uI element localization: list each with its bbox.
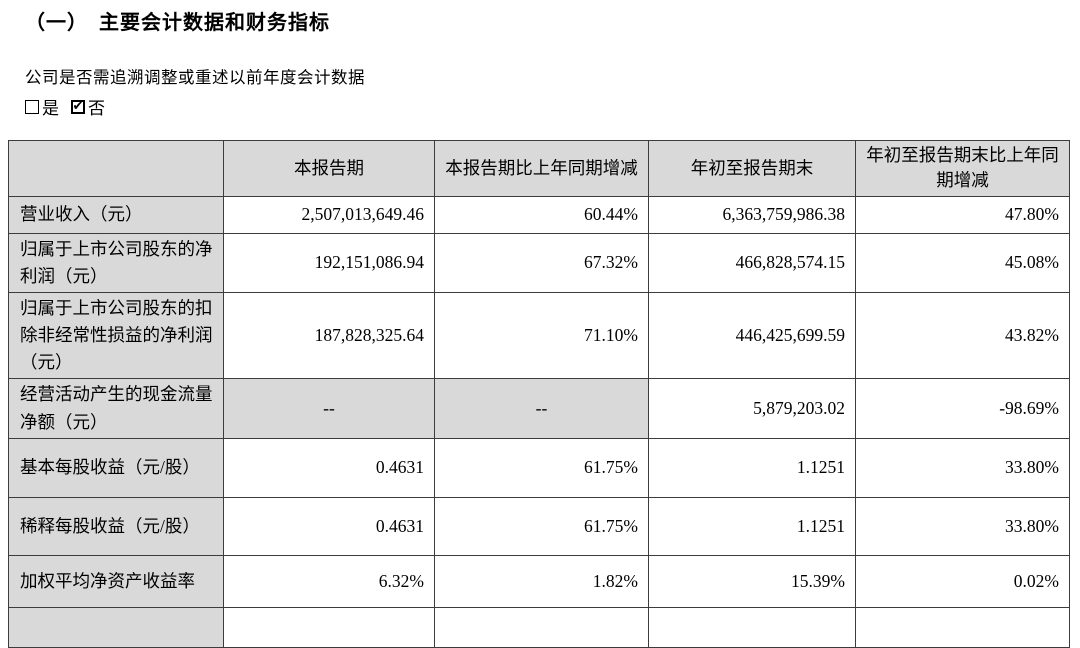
cell-value: 192,151,086.94 xyxy=(223,232,435,294)
section-title: （一） 主要会计数据和财务指标 xyxy=(25,12,330,34)
table-row-weighted-avg-roe: 加权平均净资产收益率 6.32% 1.82% 15.39% 0.02% xyxy=(8,554,1070,608)
table-row-partial xyxy=(8,606,1070,648)
row-label: 营业收入（元） xyxy=(8,195,224,234)
row-label: 稀释每股收益（元/股） xyxy=(8,496,224,556)
header-ytd-yoy: 年初至报告期末比上年同期增减 xyxy=(855,140,1070,197)
table-row-net-profit-excl-nonrecurring: 归属于上市公司股东的扣除非经常性损益的净利润（元） 187,828,325.64… xyxy=(8,291,1070,380)
cell-value: -- xyxy=(434,378,649,439)
cell-value: 33.80% xyxy=(855,437,1070,498)
cell-value: 43.82% xyxy=(855,291,1070,380)
header-ytd: 年初至报告期末 xyxy=(648,140,856,197)
cell-value: -98.69% xyxy=(855,378,1070,439)
header-blank xyxy=(8,140,224,197)
row-label: 归属于上市公司股东的扣除非经常性损益的净利润（元） xyxy=(8,291,224,380)
cell-value: 60.44% xyxy=(434,195,649,234)
cell-value: 15.39% xyxy=(648,554,856,608)
cell-value: 61.75% xyxy=(434,437,649,498)
header-current-period-yoy: 本报告期比上年同期增减 xyxy=(434,140,649,197)
cell-value: 45.08% xyxy=(855,232,1070,294)
cell-value: 71.10% xyxy=(434,291,649,380)
checkbox-yes-unchecked xyxy=(25,99,39,114)
cell-value: 1.1251 xyxy=(648,496,856,556)
cell-value: 6.32% xyxy=(223,554,435,608)
cell-value xyxy=(648,606,856,648)
table-header-row: 本报告期 本报告期比上年同期增减 年初至报告期末 年初至报告期末比上年同期增减 xyxy=(8,140,1070,197)
cell-value: 0.4631 xyxy=(223,496,435,556)
checkbox-yes-label: 是 xyxy=(42,99,59,118)
check-icon: ✔ xyxy=(72,98,84,114)
header-current-period: 本报告期 xyxy=(223,140,435,197)
cell-value: 61.75% xyxy=(434,496,649,556)
cell-value: 1.82% xyxy=(434,554,649,608)
cell-value xyxy=(855,606,1070,648)
cell-value: 0.4631 xyxy=(223,437,435,498)
cell-value: 6,363,759,986.38 xyxy=(648,195,856,234)
cell-value: 187,828,325.64 xyxy=(223,291,435,380)
cell-value: 67.32% xyxy=(434,232,649,294)
cell-value: 0.02% xyxy=(855,554,1070,608)
table-row-diluted-eps: 稀释每股收益（元/股） 0.4631 61.75% 1.1251 33.80% xyxy=(8,496,1070,556)
cell-value: 446,425,699.59 xyxy=(648,291,856,380)
restatement-question: 公司是否需追溯调整或重述以前年度会计数据 xyxy=(25,68,365,87)
cell-value xyxy=(434,606,649,648)
row-label: 基本每股收益（元/股） xyxy=(8,437,224,498)
table-row-basic-eps: 基本每股收益（元/股） 0.4631 61.75% 1.1251 33.80% xyxy=(8,437,1070,498)
cell-value: 33.80% xyxy=(855,496,1070,556)
checkbox-no-checked: ✔ xyxy=(71,98,85,114)
checkbox-no-label: 否 xyxy=(88,99,105,118)
row-label: 经营活动产生的现金流量净额（元） xyxy=(8,378,224,439)
table-row-net-profit: 归属于上市公司股东的净利润（元） 192,151,086.94 67.32% 4… xyxy=(8,232,1070,294)
cell-value xyxy=(223,606,435,648)
cell-value: 2,507,013,649.46 xyxy=(223,195,435,234)
cell-value: 1.1251 xyxy=(648,437,856,498)
table-row-revenue: 营业收入（元） 2,507,013,649.46 60.44% 6,363,75… xyxy=(8,195,1070,234)
row-label xyxy=(8,606,224,648)
row-label: 加权平均净资产收益率 xyxy=(8,554,224,608)
cell-value: 5,879,203.02 xyxy=(648,378,856,439)
cell-value: -- xyxy=(223,378,435,439)
cell-value: 47.80% xyxy=(855,195,1070,234)
table-row-operating-cash-flow: 经营活动产生的现金流量净额（元） -- -- 5,879,203.02 -98.… xyxy=(8,378,1070,439)
checkbox-row: 是 ✔ 否 xyxy=(25,94,117,119)
financial-indicators-table: 本报告期 本报告期比上年同期增减 年初至报告期末 年初至报告期末比上年同期增减 … xyxy=(8,140,1070,648)
row-label: 归属于上市公司股东的净利润（元） xyxy=(8,232,224,294)
cell-value: 466,828,574.15 xyxy=(648,232,856,294)
